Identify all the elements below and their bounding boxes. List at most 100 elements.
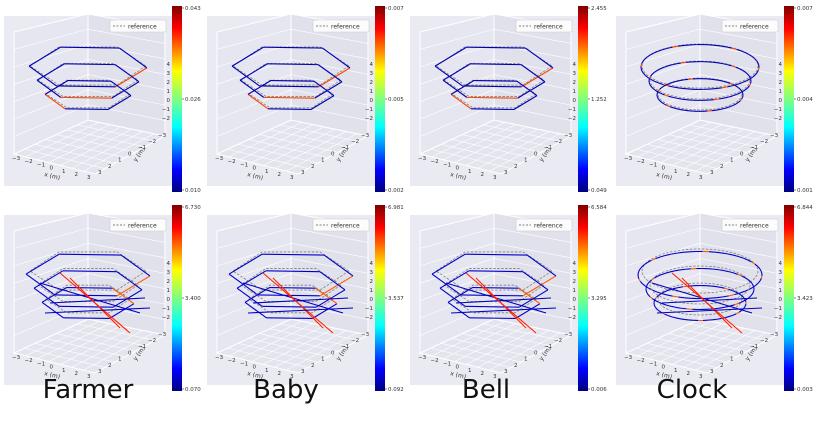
trajectory-segment	[63, 317, 110, 320]
floor-grid-line	[37, 124, 111, 160]
trajectory-segment	[735, 66, 740, 70]
x-tick-label: 3	[87, 175, 91, 181]
y-tick-label: −2	[554, 338, 562, 344]
floor-grid-line	[259, 333, 339, 352]
reference-trajectory	[248, 284, 334, 314]
trajectory-segment	[650, 85, 654, 89]
trajectory-segment	[741, 97, 744, 100]
trajectory-segment	[267, 63, 319, 66]
trajectory-segment	[666, 104, 671, 108]
wall-grid-line	[13, 89, 89, 120]
trajectory-segment	[681, 277, 733, 329]
x-tick-label: 2	[687, 371, 691, 377]
colorbar-mid-label: 3.423	[797, 296, 813, 302]
trajectory-segment	[718, 97, 724, 100]
trajectory-segment	[247, 93, 269, 110]
y-tick-label: 1	[730, 357, 734, 363]
floor-grid-line	[472, 328, 552, 347]
floor-grid-line	[238, 342, 319, 363]
trajectory-segment	[244, 301, 267, 319]
x-tick-label: −1	[443, 162, 451, 168]
trajectory-segment	[109, 303, 135, 319]
trajectory-segment	[649, 296, 653, 299]
z-tick-label: −2	[774, 116, 782, 122]
trajectory-segment	[676, 62, 682, 65]
trajectory-segment	[516, 80, 538, 97]
wall-grid-line	[419, 104, 495, 137]
x-tick-label: −2	[25, 159, 33, 165]
wall-grid-line	[216, 28, 292, 50]
wall-grid-line	[625, 227, 701, 249]
trajectory-segment	[739, 88, 742, 91]
x-axis-label: x (m)	[450, 171, 467, 182]
colorbar-min-label: 0.070	[185, 387, 201, 393]
x-tick-label: −3	[215, 156, 224, 162]
z-tick-label: 1	[573, 89, 577, 95]
legend-reference-label: reference	[534, 223, 563, 230]
floor-grid-line	[678, 129, 758, 148]
colorbar-mid-label: 3.295	[591, 296, 607, 302]
trajectory-segment	[754, 58, 758, 62]
wall-grid-line	[699, 288, 778, 305]
legend-box	[312, 218, 370, 232]
column-label-bell: Bell	[461, 375, 511, 405]
trajectory-segment	[675, 306, 682, 309]
x-axis-label: x (m)	[247, 171, 264, 182]
trajectory-segment	[25, 253, 60, 275]
floor-grid-line	[683, 330, 756, 368]
floor-grid-line	[45, 338, 126, 358]
trajectory-segment	[114, 64, 140, 83]
z-tick-label: 0	[779, 98, 783, 104]
trajectory-segment	[119, 47, 148, 69]
trajectory-segment	[745, 52, 750, 56]
trajectory-segment	[722, 63, 728, 66]
trajectory-segment	[714, 44, 721, 47]
floor-grid-line	[441, 342, 522, 363]
trajectory-segment	[315, 287, 338, 305]
y-tick-label: 3	[98, 170, 102, 176]
trajectory-segment	[683, 251, 690, 253]
trajectory-segment	[736, 101, 739, 105]
y-tick-label: 3	[301, 369, 305, 375]
trajectory-segment	[754, 72, 758, 76]
trajectory-segment	[439, 287, 466, 307]
wall-grid-line	[419, 258, 495, 284]
trajectory-segment	[651, 277, 655, 281]
y-tick-label: −2	[148, 338, 156, 344]
trajectory-segment	[748, 75, 751, 79]
trajectory-segment	[657, 49, 663, 52]
trajectory-segment	[69, 277, 121, 329]
trajectory-segment	[678, 44, 685, 47]
trajectory-segment	[434, 46, 467, 67]
wall-grid-line	[13, 303, 89, 336]
x-tick-label: 3	[290, 175, 294, 181]
floor-grid-line	[83, 133, 155, 172]
colorbar-gradient	[375, 6, 385, 192]
trajectory-segment	[748, 287, 753, 291]
trajectory-segment	[269, 286, 316, 289]
y-tick-label: −2	[148, 139, 156, 145]
trajectory-segment	[739, 290, 745, 294]
x-tick-label: −1	[240, 361, 248, 367]
trajectory-segment	[759, 278, 762, 282]
floor-grid-line	[689, 323, 768, 341]
colorbar-max-label: 0.043	[185, 6, 201, 12]
trajectory-segment	[518, 287, 541, 305]
wall-grid-line	[699, 303, 778, 320]
trajectory-segment	[642, 58, 646, 62]
trajectory-segment	[711, 109, 716, 112]
trajectory-segment	[735, 291, 739, 294]
trajectory-segment	[644, 74, 649, 78]
trajectory-segment	[62, 270, 117, 273]
floor-grid-line	[280, 124, 359, 142]
colorbar-max-label: 6.584	[591, 205, 607, 211]
trajectory-segment	[66, 286, 113, 289]
trajectory-segment	[268, 108, 312, 111]
floor-grid-line	[25, 321, 100, 357]
trajectory-segment	[644, 261, 648, 266]
wall-grid-line	[699, 43, 778, 60]
trajectory-segment	[319, 275, 354, 297]
z-tick-label: −2	[568, 116, 576, 122]
colorbar-mid-label: 1.252	[591, 97, 607, 103]
wall-grid-line	[290, 28, 369, 44]
